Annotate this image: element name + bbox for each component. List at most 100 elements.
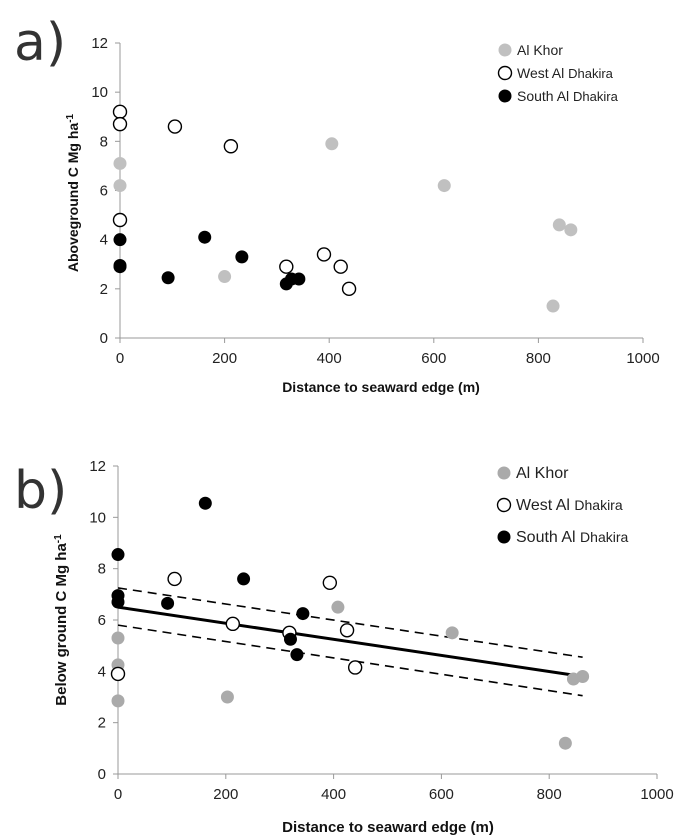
y-tick-label: 6: [98, 612, 106, 629]
y-tick-label: 0: [100, 330, 108, 347]
panel-a-y-axis-title: Aboveground C Mg ha-1: [65, 113, 81, 272]
legend-label-west-al-dhakira: West Al Dhakira: [517, 65, 614, 81]
data-point-al-khor: [111, 694, 125, 708]
data-point-west-al-dhakira: [316, 247, 332, 262]
data-point-al-khor: [111, 631, 125, 645]
panel-a-data-points: [112, 104, 578, 313]
data-point-west-al-dhakira: [167, 571, 182, 587]
panel-b-legend: Al Khor West Al Dhakira South Al Dhakira: [496, 465, 629, 546]
legend-label-south-al-dhakira: South Al Dhakira: [516, 529, 629, 546]
data-point-al-khor: [113, 179, 127, 193]
data-point-south-al-dhakira: [111, 595, 125, 609]
confidence-lower-line: [117, 624, 583, 697]
x-tick-label: 600: [421, 350, 446, 367]
y-tick-label: 2: [98, 715, 106, 732]
x-tick-label: 400: [321, 786, 346, 803]
legend-label-south-al-dhakira: South Al Dhakira: [517, 88, 619, 104]
data-point-west-al-dhakira: [112, 104, 128, 120]
y-tick-label: 12: [91, 35, 108, 52]
legend-marker-south-al-dhakira: [497, 530, 511, 544]
data-point-west-al-dhakira: [110, 666, 126, 682]
data-point-south-al-dhakira: [161, 271, 175, 285]
panel-a-label: a): [14, 13, 66, 73]
y-tick-label: 0: [98, 766, 106, 783]
data-point-al-khor: [564, 223, 578, 237]
legend-marker-al-khor: [497, 466, 511, 480]
data-point-al-khor: [546, 299, 560, 313]
panel-a-axes: 0 2 4 6 8 10 12 0 200 400 600 800 1000: [91, 35, 659, 367]
panel-b-chart: b) Below ground C Mg ha-1 Distance to se…: [14, 458, 674, 836]
data-point-al-khor: [437, 179, 451, 193]
x-tick-label: 1000: [626, 350, 659, 367]
data-point-al-khor: [218, 270, 232, 284]
legend-label-al-khor: Al Khor: [516, 465, 569, 482]
panel-a-legend: Al Khor West Al Dhakira South Al Dhakira: [497, 42, 619, 104]
x-tick-label: 800: [537, 786, 562, 803]
legend-marker-south-al-dhakira: [498, 89, 512, 103]
legend-label-west-al-dhakira: West Al Dhakira: [516, 497, 623, 514]
y-tick-label: 4: [98, 663, 106, 680]
y-tick-label: 10: [89, 509, 106, 526]
panel-b-label: b): [14, 461, 67, 521]
data-point-west-al-dhakira: [225, 616, 241, 632]
data-point-al-khor: [445, 626, 459, 640]
x-tick-label: 800: [526, 350, 551, 367]
data-point-west-al-dhakira: [333, 259, 348, 274]
data-point-west-al-dhakira: [279, 259, 294, 274]
y-tick-label: 2: [100, 281, 108, 298]
x-tick-label: 200: [212, 350, 237, 367]
panel-b-x-axis-title: Distance to seaward edge (m): [282, 819, 494, 836]
data-point-south-al-dhakira: [161, 596, 175, 610]
y-tick-label: 12: [89, 458, 106, 475]
data-point-al-khor: [552, 218, 566, 232]
data-point-south-al-dhakira: [290, 648, 304, 662]
data-point-al-khor: [220, 690, 234, 704]
x-tick-label: 1000: [640, 786, 673, 803]
x-tick-label: 0: [114, 786, 122, 803]
legend-marker-al-khor: [498, 43, 512, 57]
panel-b-regression: [117, 587, 583, 697]
data-point-west-al-dhakira: [223, 139, 239, 154]
panel-b-data-points: [110, 496, 590, 750]
x-tick-label: 200: [213, 786, 238, 803]
data-point-west-al-dhakira: [341, 281, 357, 297]
x-tick-label: 400: [317, 350, 342, 367]
data-point-al-khor: [331, 600, 345, 614]
y-tick-label: 8: [98, 561, 106, 578]
data-point-west-al-dhakira: [322, 575, 338, 590]
confidence-upper-line: [117, 587, 583, 659]
x-tick-label: 0: [116, 350, 124, 367]
data-point-south-al-dhakira: [198, 496, 212, 510]
data-point-west-al-dhakira: [347, 660, 363, 675]
panel-a-chart: a) Aboveground C Mg ha-1 Distance to sea…: [14, 13, 660, 395]
data-point-south-al-dhakira: [111, 548, 125, 562]
data-point-west-al-dhakira: [112, 212, 128, 228]
legend-label-al-khor: Al Khor: [517, 42, 563, 58]
data-point-south-al-dhakira: [283, 632, 297, 646]
regression-line: [117, 605, 583, 678]
legend-marker-west-al-dhakira: [497, 65, 513, 81]
data-point-south-al-dhakira: [113, 233, 127, 247]
data-point-south-al-dhakira: [292, 272, 306, 286]
data-point-south-al-dhakira: [237, 572, 251, 586]
data-point-west-al-dhakira: [112, 116, 128, 132]
data-point-al-khor: [576, 669, 590, 683]
data-point-south-al-dhakira: [296, 607, 310, 621]
data-point-south-al-dhakira: [113, 258, 127, 272]
x-tick-label: 600: [429, 786, 454, 803]
data-point-west-al-dhakira: [167, 119, 183, 134]
data-point-south-al-dhakira: [235, 250, 249, 264]
y-tick-label: 10: [91, 84, 108, 101]
y-tick-label: 4: [100, 232, 108, 249]
data-point-al-khor: [558, 736, 572, 750]
data-point-west-al-dhakira: [339, 623, 355, 638]
data-point-south-al-dhakira: [198, 230, 212, 244]
data-point-al-khor: [325, 137, 339, 151]
y-tick-label: 8: [100, 133, 108, 150]
legend-marker-west-al-dhakira: [496, 497, 512, 513]
data-point-al-khor: [113, 156, 127, 170]
y-tick-label: 6: [100, 183, 108, 200]
panel-a-x-axis-title: Distance to seaward edge (m): [282, 379, 480, 395]
panel-b-y-axis-title: Below ground C Mg ha-1: [53, 534, 70, 706]
